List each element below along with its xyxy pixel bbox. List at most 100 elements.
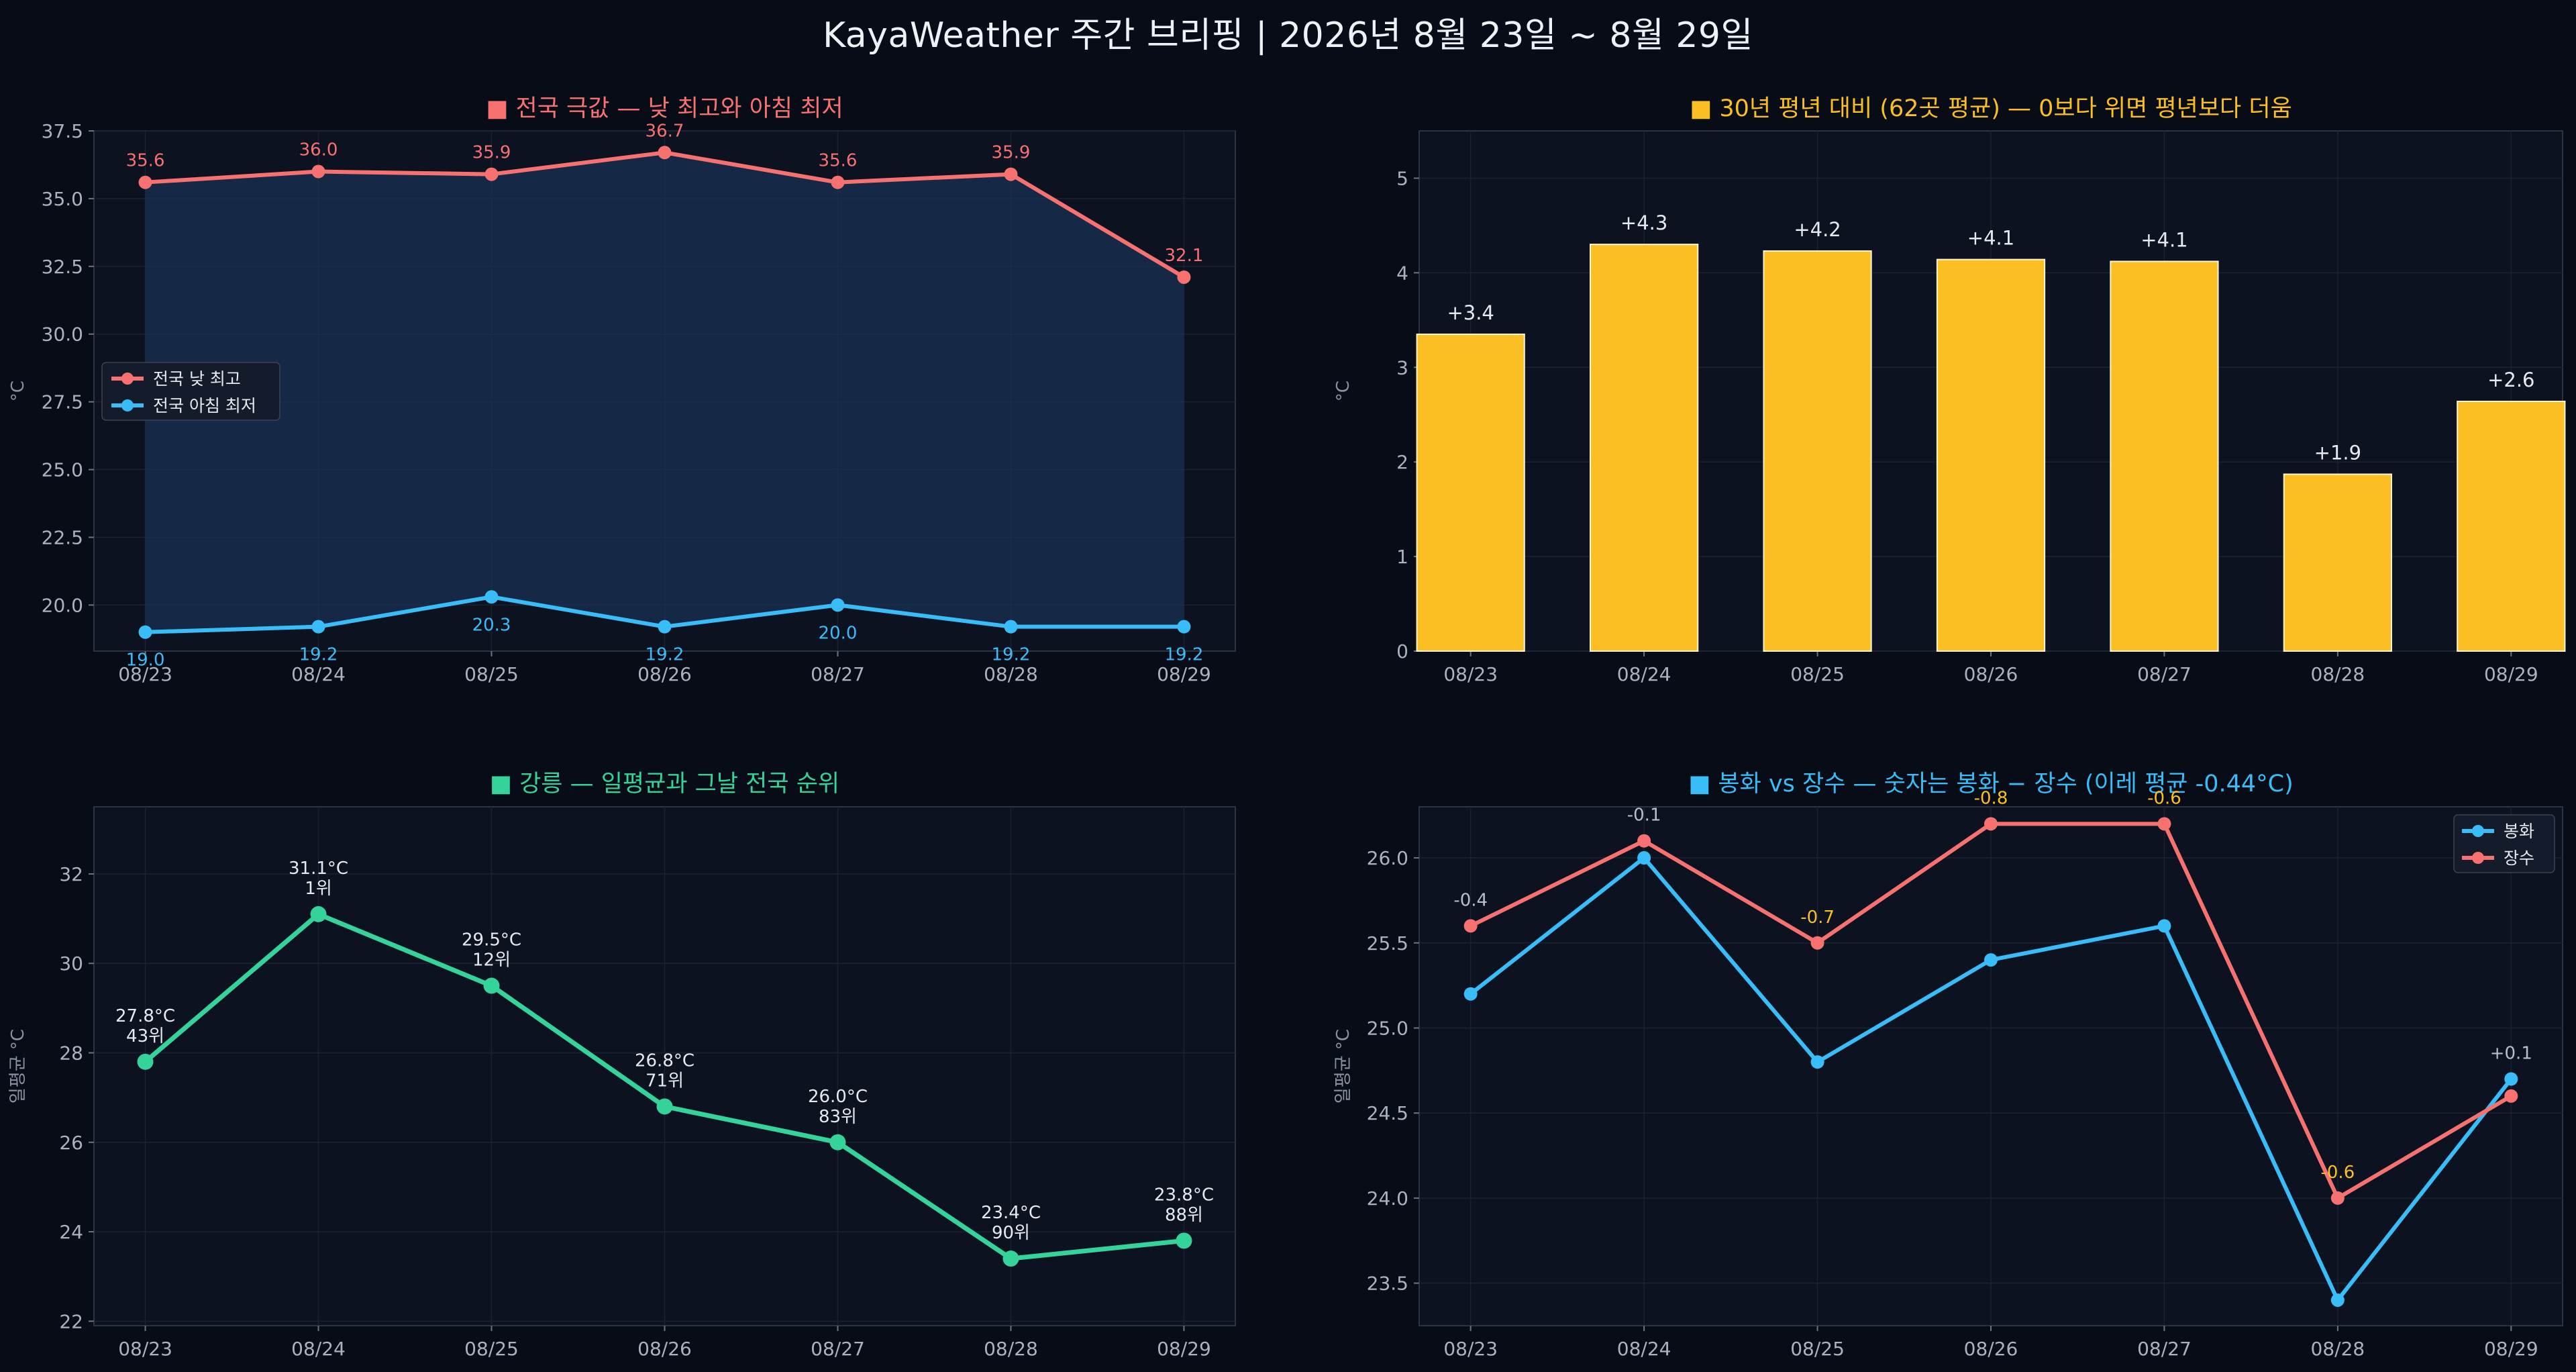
bar-value-label: +1.9 bbox=[2314, 442, 2361, 464]
data-point bbox=[1984, 953, 1998, 967]
x-tick-label: 08/25 bbox=[464, 663, 519, 685]
data-point bbox=[137, 1053, 154, 1070]
bar-value-label: +4.2 bbox=[1794, 218, 1841, 241]
data-point bbox=[831, 175, 845, 189]
data-label: 35.6 bbox=[126, 151, 165, 171]
x-tick-label: 08/24 bbox=[1617, 663, 1671, 685]
bar-value-label: +4.1 bbox=[1967, 227, 2014, 250]
data-label-temp: 27.8°C bbox=[115, 1006, 175, 1026]
y-tick-label: 30.0 bbox=[42, 324, 83, 346]
bar-value-label: +4.1 bbox=[2141, 228, 2187, 251]
difference-label: -0.7 bbox=[1800, 908, 1835, 928]
y-tick-label: 26 bbox=[59, 1132, 83, 1154]
data-point bbox=[2330, 1293, 2345, 1307]
y-tick-label: 22.5 bbox=[42, 526, 83, 548]
difference-label: -0.8 bbox=[1974, 788, 2008, 808]
data-point bbox=[1984, 817, 1998, 831]
data-label-rank: 12위 bbox=[472, 950, 511, 971]
data-label-temp: 23.8°C bbox=[1154, 1185, 1214, 1205]
x-tick-label: 08/29 bbox=[1157, 1338, 1211, 1360]
x-tick-label: 08/27 bbox=[811, 1338, 865, 1360]
y-tick-label: 37.5 bbox=[42, 120, 83, 142]
difference-label: +0.1 bbox=[2490, 1044, 2532, 1064]
data-label-rank: 1위 bbox=[305, 879, 331, 899]
x-tick-label: 08/28 bbox=[2311, 1338, 2365, 1360]
x-tick-label: 08/27 bbox=[2137, 1338, 2192, 1360]
difference-label: -0.6 bbox=[2321, 1163, 2355, 1183]
y-tick-label: 27.5 bbox=[42, 391, 83, 413]
y-tick-label: 25.0 bbox=[42, 459, 83, 481]
data-label: 19.2 bbox=[992, 645, 1031, 665]
difference-label: -0.6 bbox=[2147, 788, 2181, 808]
panel-title-bonghwa-jangsu: ■ 봉화 vs 장수 — 숫자는 봉화 − 장수 (이레 평균 -0.44°C) bbox=[1688, 771, 2294, 797]
bar-value-label: +2.6 bbox=[2487, 369, 2534, 391]
data-label-temp: 31.1°C bbox=[289, 859, 348, 879]
data-label: 36.7 bbox=[646, 121, 684, 141]
x-tick-label: 08/24 bbox=[291, 663, 346, 685]
y-tick-label: 25.5 bbox=[1367, 932, 1408, 954]
y-tick-label: 2 bbox=[1396, 451, 1408, 473]
x-tick-label: 08/24 bbox=[1617, 1338, 1671, 1360]
data-label: 35.9 bbox=[472, 143, 511, 163]
data-point bbox=[138, 175, 152, 189]
x-tick-label: 08/28 bbox=[2311, 663, 2365, 685]
bar bbox=[2457, 401, 2566, 652]
y-tick-label: 22 bbox=[59, 1310, 83, 1332]
legend-marker bbox=[121, 399, 134, 411]
y-axis-label: °C bbox=[8, 381, 28, 401]
x-tick-label: 08/29 bbox=[2484, 663, 2538, 685]
x-tick-label: 08/23 bbox=[118, 663, 172, 685]
data-point bbox=[138, 625, 152, 639]
x-tick-label: 08/23 bbox=[1443, 1338, 1498, 1360]
data-point bbox=[656, 1098, 673, 1115]
x-tick-label: 08/27 bbox=[2137, 663, 2192, 685]
legend-marker bbox=[2472, 852, 2484, 864]
bar bbox=[2283, 473, 2392, 652]
y-tick-label: 24 bbox=[59, 1221, 83, 1243]
x-tick-label: 08/29 bbox=[2484, 1338, 2538, 1360]
x-tick-label: 08/23 bbox=[1443, 663, 1498, 685]
data-label-temp: 29.5°C bbox=[462, 930, 521, 950]
y-tick-label: 32.5 bbox=[42, 256, 83, 278]
data-point bbox=[311, 620, 325, 634]
panel-title-gangneung: ■ 강릉 — 일평균과 그날 전국 순위 bbox=[489, 771, 840, 797]
panel-title-anomaly: ■ 30년 평년 대비 (62곳 평균) — 0보다 위면 평년보다 더움 bbox=[1690, 95, 2292, 122]
y-axis-label: 일평균 °C bbox=[1333, 1029, 1353, 1104]
y-tick-label: 0 bbox=[1396, 640, 1408, 663]
x-tick-label: 08/25 bbox=[464, 1338, 519, 1360]
bar bbox=[1590, 244, 1699, 652]
x-tick-label: 08/26 bbox=[1964, 663, 2018, 685]
bar bbox=[2110, 260, 2219, 652]
data-label-temp: 26.0°C bbox=[808, 1087, 868, 1107]
y-tick-label: 30 bbox=[59, 952, 83, 975]
data-label-temp: 26.8°C bbox=[635, 1050, 694, 1071]
data-point bbox=[483, 977, 500, 994]
data-label: 35.9 bbox=[992, 143, 1031, 163]
figure-title: KayaWeather 주간 브리핑 | 2026년 8월 23일 ~ 8월 2… bbox=[823, 15, 1753, 56]
difference-label: -0.1 bbox=[1627, 805, 1661, 826]
data-point bbox=[1002, 1251, 1019, 1267]
data-point bbox=[1463, 987, 1478, 1001]
difference-label: -0.4 bbox=[1453, 890, 1488, 910]
data-label: 19.0 bbox=[126, 650, 165, 671]
y-tick-label: 5 bbox=[1396, 167, 1408, 189]
range-band bbox=[145, 152, 1184, 632]
data-label: 35.6 bbox=[819, 151, 858, 171]
y-axis-label: °C bbox=[1333, 381, 1353, 401]
data-point bbox=[831, 598, 845, 612]
data-point bbox=[658, 620, 672, 634]
data-point bbox=[1177, 620, 1191, 634]
y-tick-label: 32 bbox=[59, 863, 83, 885]
x-tick-label: 08/23 bbox=[118, 1338, 172, 1360]
data-label-temp: 23.4°C bbox=[981, 1203, 1041, 1223]
y-tick-label: 24.5 bbox=[1367, 1102, 1408, 1124]
legend-label: 장수 bbox=[2504, 848, 2534, 868]
legend-marker bbox=[2472, 825, 2484, 837]
x-tick-label: 08/26 bbox=[637, 1338, 692, 1360]
data-point bbox=[1004, 620, 1018, 634]
y-tick-label: 1 bbox=[1396, 546, 1408, 568]
data-label: 19.2 bbox=[299, 645, 338, 665]
y-tick-label: 23.5 bbox=[1367, 1273, 1408, 1295]
bar-value-label: +4.3 bbox=[1620, 211, 1667, 234]
